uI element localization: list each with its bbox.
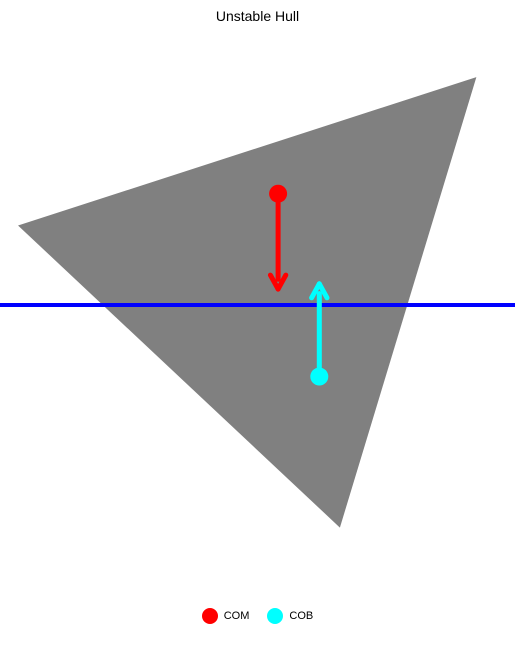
legend-label-cob: COB <box>289 610 313 622</box>
legend-marker-com <box>202 608 218 624</box>
hull-shape <box>18 77 476 527</box>
cob-marker <box>310 368 328 386</box>
figure: Unstable Hull COM COB <box>0 0 515 665</box>
legend-marker-cob <box>267 608 283 624</box>
diagram-plot <box>0 40 515 570</box>
legend-item-com: COM <box>202 608 250 624</box>
legend: COM COB <box>0 608 515 624</box>
legend-label-com: COM <box>224 610 250 622</box>
legend-item-cob: COB <box>267 608 313 624</box>
com-marker <box>269 185 287 203</box>
chart-title: Unstable Hull <box>0 8 515 24</box>
